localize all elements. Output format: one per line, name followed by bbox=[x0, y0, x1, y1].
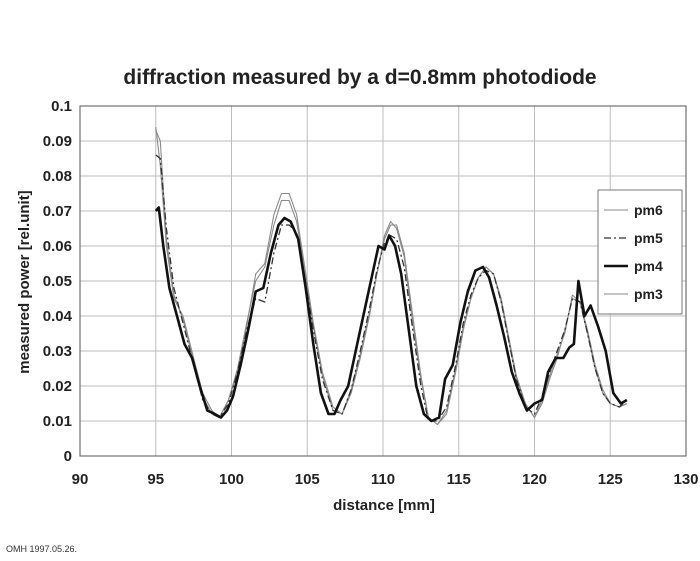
y-tick-label: 0.09 bbox=[43, 133, 72, 150]
x-tick-label: 110 bbox=[371, 471, 395, 488]
y-axis-label: measured power [rel.unit] bbox=[16, 190, 33, 373]
series-line-pm4 bbox=[154, 206, 628, 423]
y-tick-label: 0.02 bbox=[43, 378, 72, 395]
y-tick-label: 0.06 bbox=[43, 238, 72, 255]
series-line-pm3 bbox=[155, 130, 628, 426]
legend-label-pm4: pm4 bbox=[634, 258, 663, 274]
series-group bbox=[154, 126, 628, 426]
plot-area bbox=[79, 105, 687, 457]
footer-note: OMH 1997.05.26. bbox=[6, 544, 78, 554]
legend: pm6 pm5 pm4 pm3 bbox=[597, 189, 683, 315]
x-tick-label: 130 bbox=[673, 471, 698, 488]
x-tick-label: 95 bbox=[147, 471, 164, 488]
y-tick-label: 0.03 bbox=[43, 343, 72, 360]
y-tick-label: 0.05 bbox=[43, 273, 72, 290]
x-axis-label: distance [mm] bbox=[333, 497, 435, 514]
x-tick-label: 90 bbox=[72, 471, 89, 488]
y-tick-label: 0.01 bbox=[43, 413, 72, 430]
x-tick-label: 115 bbox=[447, 471, 471, 488]
legend-label-pm5: pm5 bbox=[634, 230, 663, 246]
y-tick-label: 0 bbox=[64, 448, 72, 465]
y-tick-label: 0.1 bbox=[51, 98, 72, 115]
legend-box bbox=[597, 189, 683, 315]
y-tick-label: 0.07 bbox=[43, 203, 72, 220]
legend-label-pm3: pm3 bbox=[634, 286, 663, 302]
x-tick-label: 120 bbox=[522, 471, 547, 488]
chart-title: diffraction measured by a d=0.8mm photod… bbox=[123, 66, 596, 89]
legend-label-pm6: pm6 bbox=[634, 202, 663, 218]
y-tick-label: 0.04 bbox=[43, 308, 73, 325]
y-ticks: 0 0.01 0.02 0.03 0.04 0.05 0.06 0.07 0.08 0.09 0.1 bbox=[43, 98, 73, 465]
x-tick-label: 105 bbox=[295, 471, 320, 488]
x-tick-label: 125 bbox=[598, 471, 623, 488]
y-tick-label: 0.08 bbox=[43, 168, 72, 185]
x-tick-label: 100 bbox=[219, 471, 244, 488]
series-line-pm5 bbox=[155, 154, 628, 422]
x-ticks: 90 95 100 105 110 115 120 125 130 bbox=[72, 471, 699, 488]
series-line-pm6 bbox=[155, 126, 628, 426]
